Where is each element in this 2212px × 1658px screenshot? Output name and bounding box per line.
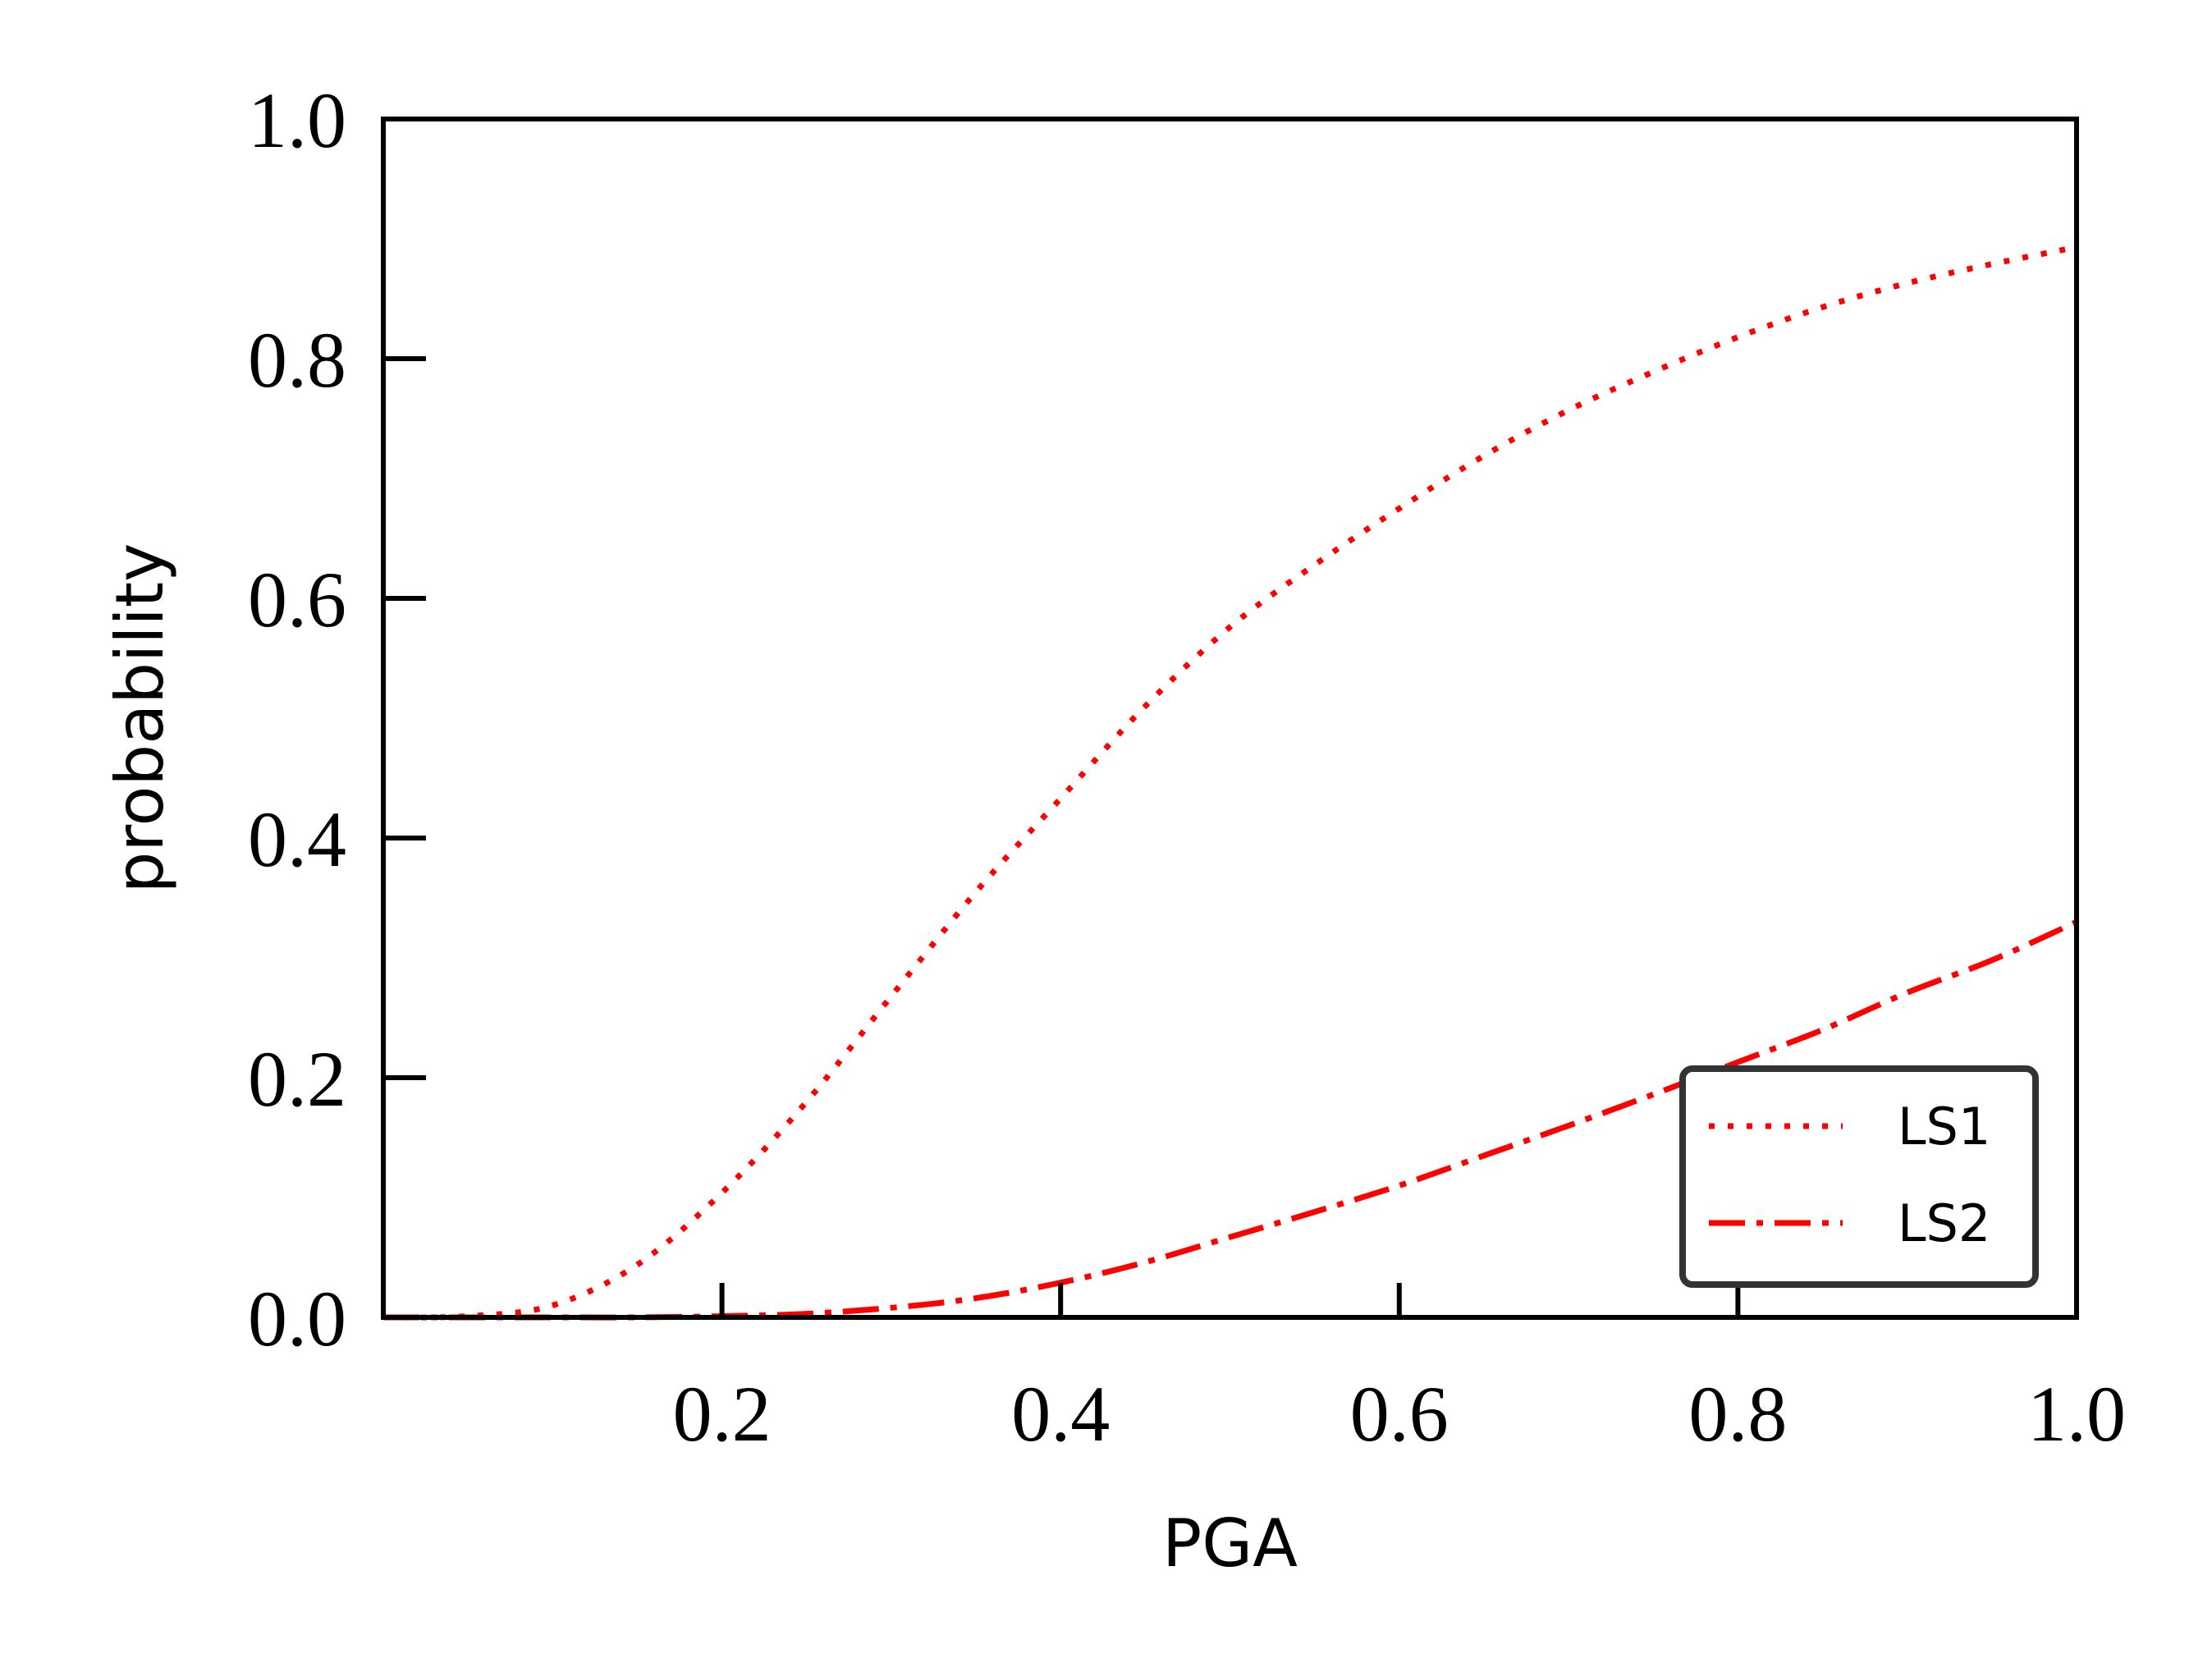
- legend-label-ls2: LS2: [1898, 1193, 1990, 1253]
- y-tick-label: 0.0: [248, 1275, 346, 1363]
- legend-label-ls1: LS1: [1898, 1097, 1990, 1156]
- x-tick-label: 0.4: [1011, 1370, 1110, 1458]
- x-tick-label: 0.8: [1688, 1370, 1787, 1458]
- y-tick-label: 0.4: [248, 795, 346, 883]
- y-axis-label: probability: [102, 543, 178, 894]
- legend: LS1 LS2: [1679, 1065, 2039, 1288]
- y-tick-label: 0.2: [248, 1035, 346, 1123]
- y-tick-label: 1.0: [248, 76, 346, 164]
- x-tick-label: 0.6: [1350, 1370, 1449, 1458]
- x-axis-label: PGA: [1162, 1505, 1298, 1582]
- y-tick-label: 0.6: [248, 556, 346, 644]
- x-tick-label: 1.0: [2027, 1370, 2126, 1458]
- y-tick-label: 0.8: [248, 316, 346, 404]
- plot-frame: [381, 117, 2079, 1320]
- x-tick-label: 0.2: [673, 1370, 772, 1458]
- legend-box: [1679, 1065, 2039, 1288]
- ticks-layer: 0.2 0.4 0.6 0.8 1.0 0.0 0.2 0.4 0.6 0.8 1.0: [248, 76, 2126, 1458]
